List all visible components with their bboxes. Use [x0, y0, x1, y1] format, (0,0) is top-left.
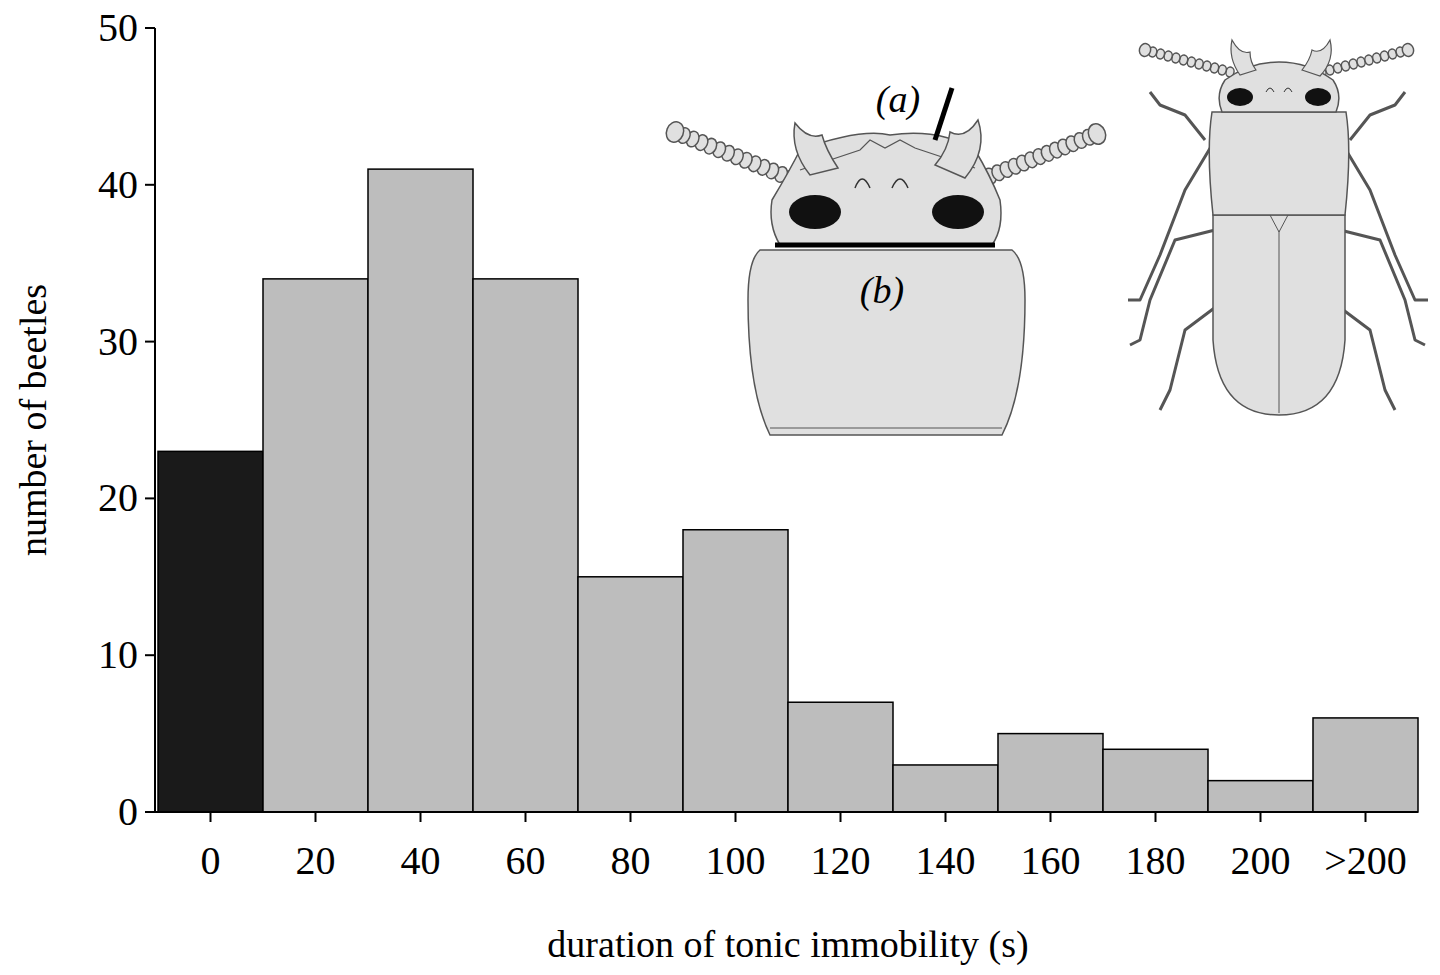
x-tick: [1155, 812, 1157, 822]
x-tick: [945, 812, 947, 822]
y-tick-label: 40: [98, 162, 138, 207]
leg: [1340, 230, 1425, 345]
histogram-bar: [1313, 718, 1418, 812]
y-tick: [145, 654, 155, 656]
y-axis: [154, 28, 156, 812]
histogram-bar: [368, 169, 473, 812]
x-tick: [1365, 812, 1367, 822]
y-tick-label: 20: [98, 475, 138, 520]
leg: [1130, 230, 1215, 345]
x-tick-label: 20: [296, 838, 336, 883]
histogram-bar: [788, 702, 893, 812]
antenna-segment: [1401, 42, 1415, 57]
x-tick-label: 60: [506, 838, 546, 883]
elytra-suture: [1279, 225, 1280, 413]
mandible: [1231, 40, 1256, 75]
beetle-head-illustration: [663, 88, 1108, 435]
antenna-segment: [1138, 42, 1152, 57]
annotation: (a): [876, 78, 920, 121]
head-marks: [1266, 88, 1292, 92]
x-tick: [1260, 812, 1262, 822]
y-tick-label: 10: [98, 632, 138, 677]
x-tick: [1050, 812, 1052, 822]
histogram-bar: [1103, 749, 1208, 812]
leg: [1350, 92, 1405, 140]
mandible: [935, 120, 981, 178]
x-tick-label: 40: [401, 838, 441, 883]
x-tick: [630, 812, 632, 822]
histogram-bar: [578, 577, 683, 812]
x-tick: [735, 812, 737, 822]
histogram-bar: [158, 451, 263, 812]
measure-a: [935, 88, 952, 140]
y-tick-label: 50: [98, 5, 138, 50]
pronotum: [748, 250, 1025, 435]
x-tick-label: 200: [1231, 838, 1291, 883]
elytra: [1213, 215, 1345, 415]
x-axis: [155, 811, 1418, 813]
x-tick: [420, 812, 422, 822]
histogram-bar: [893, 765, 998, 812]
y-tick-label: 30: [98, 319, 138, 364]
x-tick-label: 0: [201, 838, 221, 883]
x-tick-label: 80: [611, 838, 651, 883]
y-axis-label: number of beetles: [12, 284, 54, 556]
antenna-segment: [1085, 121, 1108, 147]
bars: [158, 169, 1418, 812]
histogram-bar: [998, 734, 1103, 812]
x-tick: [840, 812, 842, 822]
x-tick-label: >200: [1324, 838, 1407, 883]
x-tick-label: 180: [1126, 838, 1186, 883]
histogram-bar: [1208, 781, 1313, 812]
eye: [1227, 88, 1253, 106]
mandible: [794, 123, 838, 175]
pronotum: [1209, 112, 1349, 215]
y-tick: [145, 497, 155, 499]
eye: [1305, 88, 1331, 106]
scutellum: [1270, 215, 1288, 232]
histogram-bar: [473, 279, 578, 812]
measure-b: [775, 243, 995, 248]
antenna-segment: [663, 119, 686, 145]
histogram-bar: [683, 530, 788, 812]
x-tick: [210, 812, 212, 822]
mandible: [1302, 40, 1331, 76]
chart: 0 10 20 30 40 50 0 20 40 60 80 100 120 140 160 180 200 >2…: [0, 0, 1440, 975]
beetle-illustration: [1128, 40, 1428, 415]
annotation: (b): [860, 269, 904, 312]
histogram-bar: [263, 279, 368, 812]
x-tick-label: 120: [811, 838, 871, 883]
x-tick-label: 140: [916, 838, 976, 883]
leg: [1150, 92, 1205, 140]
eye: [789, 195, 841, 229]
y-tick: [145, 27, 155, 29]
y-tick: [145, 341, 155, 343]
x-tick: [525, 812, 527, 822]
leg: [1128, 140, 1215, 300]
y-tick-label: 0: [118, 789, 138, 834]
x-axis-label: duration of tonic immobility (s): [547, 923, 1028, 966]
y-tick: [145, 184, 155, 186]
leg: [1340, 140, 1428, 300]
y-tick: [145, 811, 155, 813]
x-tick-label: 100: [706, 838, 766, 883]
x-tick-label: 160: [1021, 838, 1081, 883]
pronotum-edge: [770, 427, 1002, 428]
head-marks: [855, 179, 908, 188]
x-tick: [315, 812, 317, 822]
eye: [932, 195, 984, 229]
